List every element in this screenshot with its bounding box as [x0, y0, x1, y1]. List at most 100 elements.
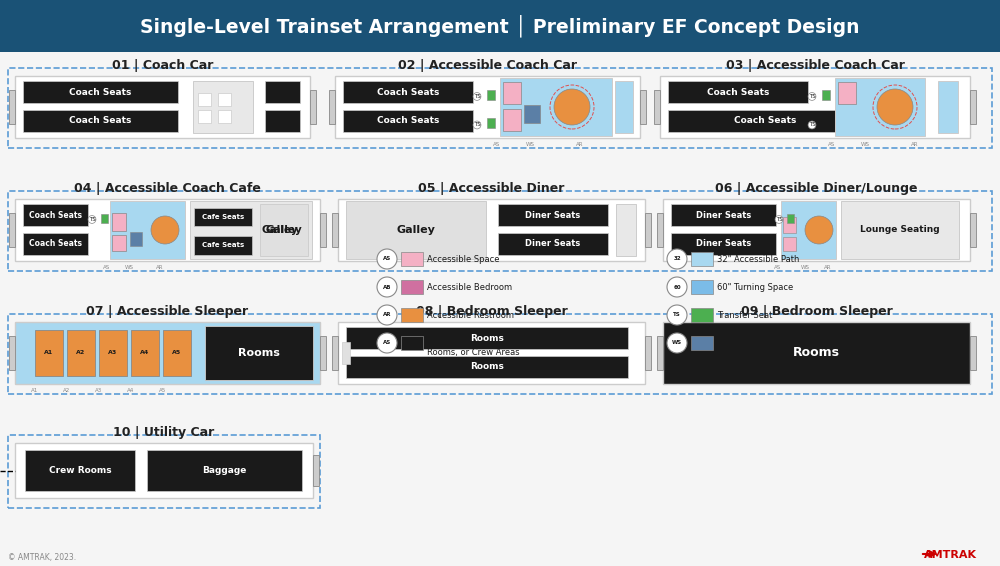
FancyBboxPatch shape [654, 90, 660, 124]
FancyBboxPatch shape [660, 76, 970, 138]
Text: Coach Seats: Coach Seats [29, 211, 82, 220]
FancyBboxPatch shape [332, 213, 338, 247]
FancyBboxPatch shape [691, 280, 713, 294]
FancyBboxPatch shape [838, 82, 856, 104]
Text: Coach Seats: Coach Seats [707, 88, 769, 97]
FancyBboxPatch shape [487, 118, 495, 128]
FancyBboxPatch shape [265, 82, 300, 103]
Text: Galley: Galley [397, 225, 435, 235]
FancyBboxPatch shape [205, 326, 313, 380]
Text: TS: TS [776, 217, 782, 222]
FancyBboxPatch shape [147, 449, 302, 491]
Text: Galley: Galley [262, 225, 298, 235]
FancyBboxPatch shape [938, 81, 958, 133]
FancyBboxPatch shape [198, 93, 211, 106]
Text: Baggage: Baggage [202, 466, 247, 475]
Text: Diner Seats: Diner Seats [696, 239, 751, 248]
Text: AS: AS [774, 265, 782, 270]
FancyBboxPatch shape [329, 90, 335, 124]
FancyBboxPatch shape [401, 336, 423, 350]
FancyBboxPatch shape [310, 90, 316, 124]
FancyBboxPatch shape [131, 330, 159, 376]
Text: WS: WS [672, 341, 682, 345]
FancyBboxPatch shape [663, 199, 970, 261]
FancyBboxPatch shape [112, 235, 126, 251]
Text: A2: A2 [76, 350, 86, 355]
FancyBboxPatch shape [9, 90, 15, 124]
FancyBboxPatch shape [822, 89, 830, 100]
Text: AB: AB [383, 285, 391, 289]
Text: 01 | Coach Car: 01 | Coach Car [112, 59, 213, 72]
FancyBboxPatch shape [487, 89, 495, 100]
Text: Storage Space: Storage Space [717, 348, 778, 357]
FancyBboxPatch shape [110, 201, 185, 259]
FancyBboxPatch shape [338, 199, 645, 261]
FancyBboxPatch shape [401, 280, 423, 294]
Text: A2: A2 [63, 388, 71, 393]
Circle shape [667, 249, 687, 269]
FancyBboxPatch shape [787, 213, 794, 222]
FancyBboxPatch shape [663, 322, 970, 384]
FancyBboxPatch shape [671, 204, 776, 226]
FancyBboxPatch shape [194, 236, 252, 255]
FancyBboxPatch shape [190, 201, 312, 259]
Text: AS: AS [828, 142, 836, 147]
Text: AMTRAK: AMTRAK [924, 550, 976, 560]
Bar [8, 191, 992, 271]
Text: Rooms, or Crew Areas: Rooms, or Crew Areas [427, 348, 520, 357]
FancyBboxPatch shape [0, 0, 1000, 52]
Circle shape [554, 89, 590, 125]
Text: TS: TS [673, 312, 681, 318]
Text: Coach Seats: Coach Seats [29, 239, 82, 248]
FancyBboxPatch shape [67, 330, 95, 376]
FancyBboxPatch shape [668, 110, 863, 132]
FancyBboxPatch shape [193, 81, 253, 133]
Text: Cafe Seats: Cafe Seats [202, 242, 244, 248]
FancyBboxPatch shape [616, 204, 636, 256]
FancyBboxPatch shape [346, 201, 486, 259]
Text: Coach Seats: Coach Seats [69, 116, 132, 125]
FancyBboxPatch shape [23, 233, 88, 255]
Text: Accessible Restroom: Accessible Restroom [427, 311, 514, 319]
Text: A5: A5 [159, 388, 167, 393]
FancyBboxPatch shape [503, 82, 521, 104]
FancyBboxPatch shape [25, 449, 135, 491]
Circle shape [667, 305, 687, 325]
Text: 10 | Utility Car: 10 | Utility Car [113, 426, 215, 439]
Text: Coach Seats: Coach Seats [734, 116, 797, 125]
FancyBboxPatch shape [99, 330, 127, 376]
FancyBboxPatch shape [112, 213, 126, 231]
Circle shape [377, 249, 397, 269]
Text: Cafe Seats: Cafe Seats [202, 214, 244, 220]
Circle shape [377, 277, 397, 297]
Text: Diner Seats: Diner Seats [525, 211, 581, 220]
Circle shape [805, 216, 833, 244]
FancyBboxPatch shape [338, 322, 645, 384]
Text: 60" Turning Space: 60" Turning Space [717, 282, 793, 291]
FancyBboxPatch shape [194, 208, 252, 226]
FancyBboxPatch shape [198, 110, 211, 123]
Text: 07 | Accessible Sleeper: 07 | Accessible Sleeper [86, 305, 249, 318]
FancyBboxPatch shape [645, 213, 651, 247]
Text: Non-Accessible Seating,: Non-Accessible Seating, [427, 336, 528, 345]
FancyBboxPatch shape [335, 76, 640, 138]
FancyBboxPatch shape [15, 76, 310, 138]
Text: A3: A3 [108, 350, 118, 355]
Text: AR: AR [824, 265, 832, 270]
Circle shape [151, 216, 179, 244]
Text: Single-Level Trainset Arrangement │ Preliminary EF Concept Design: Single-Level Trainset Arrangement │ Prel… [140, 15, 860, 37]
FancyBboxPatch shape [783, 237, 796, 251]
Text: A5: A5 [172, 350, 182, 355]
Text: Transfer Seat: Transfer Seat [717, 311, 772, 319]
FancyBboxPatch shape [346, 327, 628, 349]
FancyBboxPatch shape [260, 204, 308, 256]
Bar [8, 314, 992, 394]
Text: AS: AS [383, 256, 391, 261]
Text: Diner Seats: Diner Seats [696, 211, 751, 220]
Text: 32" Accessible Path: 32" Accessible Path [717, 255, 799, 264]
Text: Wheeled Mobility Device: Wheeled Mobility Device [717, 336, 822, 345]
FancyBboxPatch shape [841, 201, 959, 259]
FancyBboxPatch shape [101, 213, 108, 222]
Text: Coach Seats: Coach Seats [377, 88, 439, 97]
Text: Rooms: Rooms [470, 362, 504, 371]
